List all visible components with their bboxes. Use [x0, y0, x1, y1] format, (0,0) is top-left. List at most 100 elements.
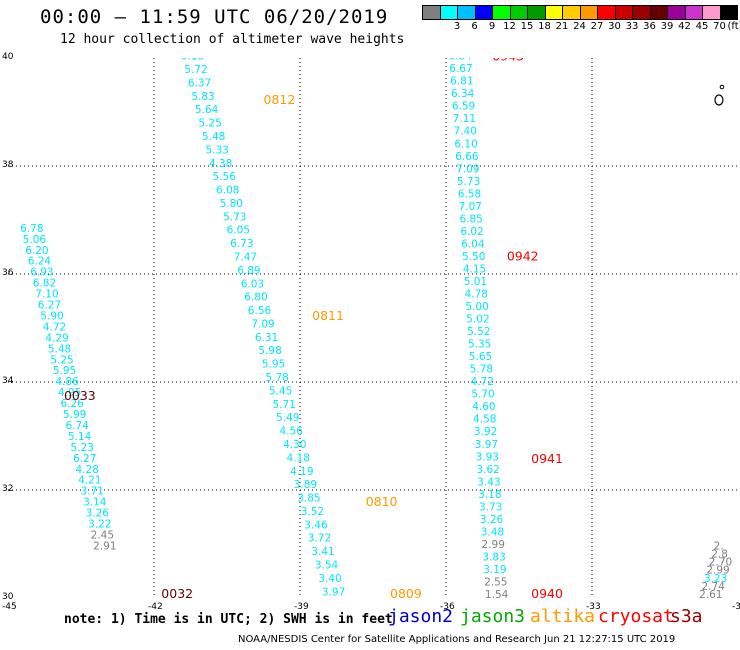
- wave-height-value: 4.30: [283, 439, 306, 451]
- map-title: 00:00 – 11:59 UTC 06/20/2019: [40, 6, 389, 28]
- colorbar-label: 42: [678, 21, 691, 32]
- wave-height-value: 2.8: [711, 549, 728, 561]
- pass-time-label: 0810: [366, 494, 398, 509]
- wave-height-value: 6.80: [244, 292, 267, 304]
- wave-height-value: 3.26: [86, 508, 110, 520]
- colorbar-bin: [474, 5, 493, 20]
- wave-height-value: 5.48: [48, 343, 71, 355]
- wave-height-value: 5.52: [467, 326, 490, 338]
- lon-tick-label: -45: [2, 602, 17, 612]
- wave-height-value: 5.56: [213, 171, 237, 183]
- wave-height-value: 6.89: [237, 265, 260, 277]
- wave-height-value: 2.45: [91, 529, 114, 541]
- wave-height-value: 7.09: [456, 163, 479, 175]
- wave-height-value: 6.34: [451, 88, 475, 100]
- wave-height-value: 4.38: [209, 158, 232, 170]
- wave-height-value: 5.90: [40, 310, 63, 322]
- satellite-legend-altika: altika: [530, 606, 596, 627]
- lat-tick-label: 38: [2, 160, 14, 170]
- wave-height-value: 6.08: [216, 185, 239, 197]
- colorbar-label: 24: [573, 21, 586, 32]
- wave-height-value: 5.35: [468, 339, 491, 351]
- colorbar-label: 36: [643, 21, 656, 32]
- wave-height-value: 6.04: [461, 238, 485, 250]
- wave-height-value: 3.97: [322, 586, 345, 598]
- lon-tick-label: -36: [440, 602, 455, 612]
- colorbar-bin: [719, 5, 738, 20]
- colorbar-bin: [527, 5, 546, 20]
- wave-height-value: 5.14: [68, 431, 92, 443]
- wave-height-value: 4.28: [76, 464, 99, 476]
- pass-time-label: 0942: [507, 249, 539, 264]
- colorbar-bin: [667, 5, 686, 20]
- map-subtitle: 12 hour collection of altimeter wave hei…: [60, 32, 405, 47]
- wave-height-value: 3.46: [304, 519, 328, 531]
- wave-height-value: 4.18: [287, 452, 310, 464]
- pass-time-label: 0941: [531, 451, 563, 466]
- wave-height-value: 2.61: [699, 589, 722, 600]
- wave-height-value: 5.80: [220, 198, 243, 210]
- wave-height-value: 3.19: [483, 564, 506, 576]
- wave-height-value: 5.00: [465, 301, 488, 313]
- wave-height-value: 3.97: [475, 439, 498, 451]
- wave-height-value: 4.56: [280, 426, 304, 438]
- wave-height-value: 4.21: [78, 475, 101, 487]
- satellite-legend-s3a: s3a: [670, 606, 703, 627]
- wave-height-value: 2.: [714, 540, 724, 552]
- colorbar-bin: [597, 5, 616, 20]
- satellite-legend-jason3: jason3: [460, 606, 526, 627]
- wave-height-value: 2.99: [706, 565, 729, 577]
- wave-height-value: 6.58: [458, 188, 481, 200]
- pass-time-label: 0811: [312, 308, 344, 323]
- wave-height-value: 7.09: [251, 318, 274, 330]
- wave-height-value: 6.74: [65, 420, 89, 432]
- wave-height-value: 5.73: [223, 211, 246, 223]
- wave-height-value: 2.74: [702, 581, 726, 593]
- wave-height-value: 4.60: [472, 401, 495, 413]
- wave-height-value: 5.65: [469, 351, 492, 363]
- wave-height-value: 5.48: [202, 131, 225, 143]
- colorbar-bin: [562, 5, 581, 20]
- wave-height-value: 5.71: [273, 399, 296, 411]
- wave-height-value: 5.33: [205, 144, 228, 156]
- wave-height-value: 3.83: [482, 551, 505, 563]
- wave-height-value: 6.24: [28, 256, 52, 268]
- pass-time-label: 0943: [492, 58, 524, 64]
- wave-height-value: 5.25: [198, 118, 221, 130]
- wave-height-value: 1.54: [485, 589, 509, 600]
- colorbar-bin: [579, 5, 598, 20]
- wave-height-value: 2.55: [484, 576, 507, 588]
- wave-height-value: 5.02: [466, 314, 489, 326]
- wave-height-value: 5.64: [195, 104, 219, 116]
- colorbar-label: 70: [713, 21, 726, 32]
- wave-height-value: 6.85: [459, 213, 482, 225]
- wave-height-value: 5.72: [184, 64, 207, 76]
- wave-height-value: 6.10: [454, 138, 477, 150]
- wave-height-value: 5.23: [71, 442, 94, 454]
- wave-height-value: 6.03: [241, 278, 264, 290]
- wave-height-value: 2.99: [482, 539, 505, 551]
- wave-height-value: 6.84: [448, 58, 472, 63]
- wave-height-value: 5.06: [23, 234, 47, 246]
- colorbar-bin: [439, 5, 458, 20]
- colorbar-label: 30: [608, 21, 621, 32]
- lat-tick-label: 32: [2, 484, 14, 494]
- wave-height-value: 5.98: [258, 345, 281, 357]
- wave-height-value: 6.05: [227, 225, 250, 237]
- island-outline: [714, 94, 724, 106]
- wave-height-value: 6.81: [450, 76, 473, 88]
- lon-tick-label: -39: [294, 602, 309, 612]
- wave-height-value: 6.02: [460, 226, 483, 238]
- wave-height-value: 5.78: [470, 364, 493, 376]
- lat-tick-label: 36: [2, 268, 14, 278]
- wave-height-value: 3.89: [294, 479, 317, 491]
- colorbar-label: 15: [520, 21, 534, 32]
- wave-height-value: 5.49: [276, 412, 299, 424]
- colorbar-bin: [684, 5, 703, 20]
- wave-height-value: 3.85: [297, 493, 320, 505]
- wave-height-value: 3.73: [479, 501, 502, 513]
- pass-time-label: 0032: [161, 586, 193, 600]
- wave-height-value: 7.07: [459, 201, 482, 213]
- colorbar-label: 3: [453, 21, 461, 32]
